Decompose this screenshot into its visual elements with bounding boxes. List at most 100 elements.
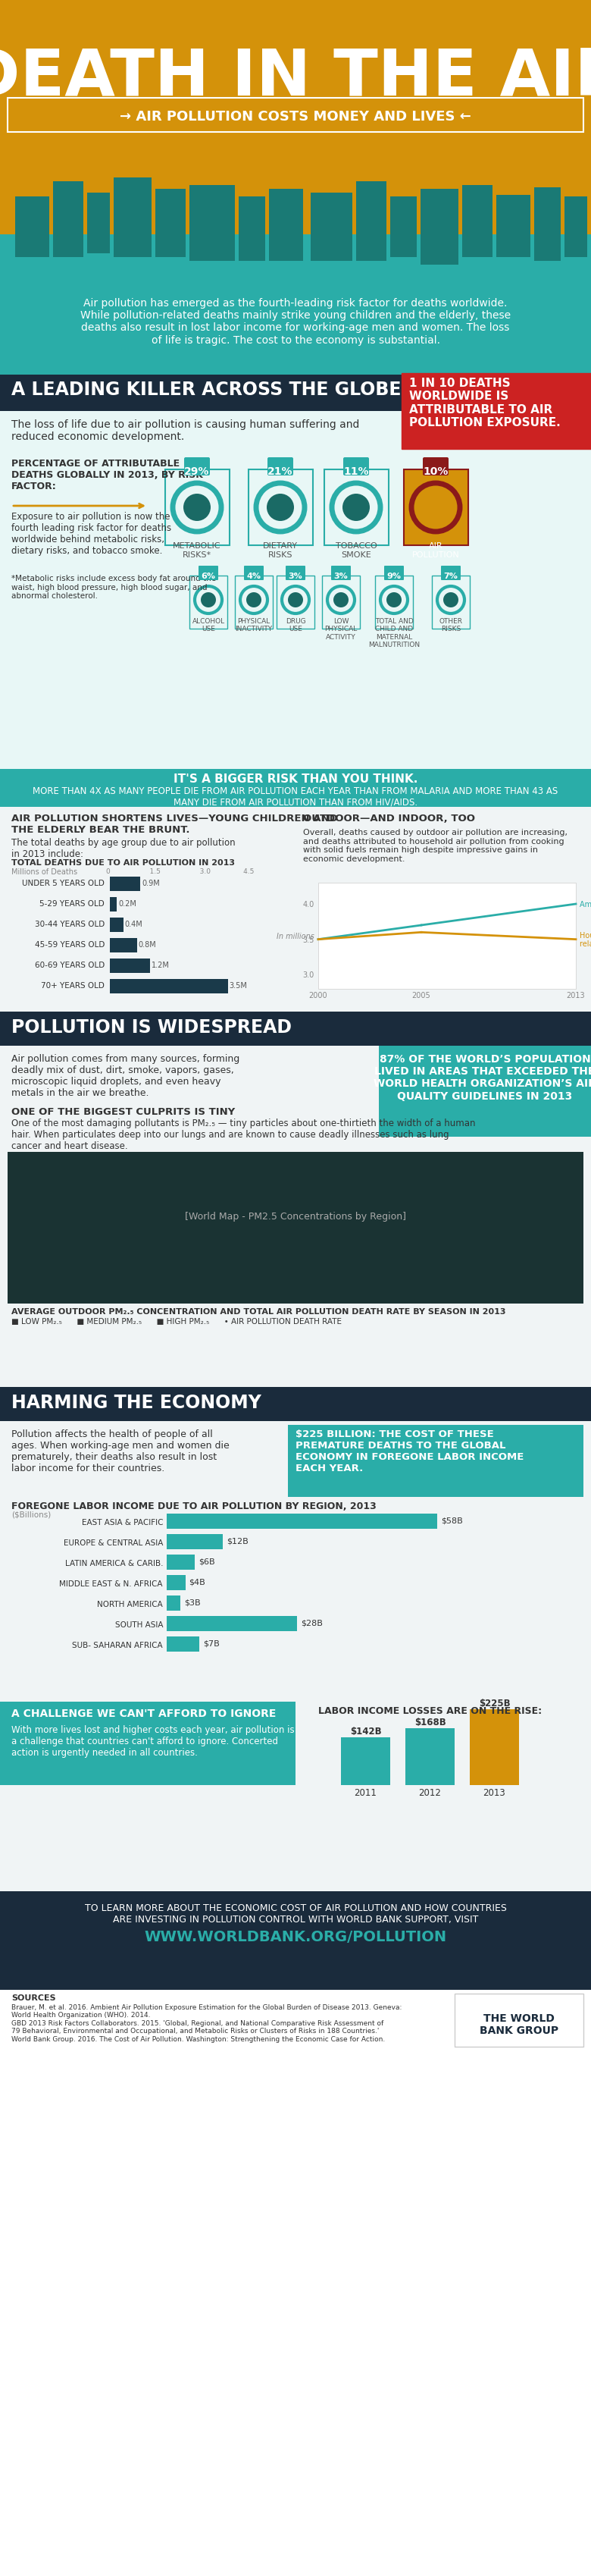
Text: The loss of life due to air pollution is causing human suffering and
reduced eco: The loss of life due to air pollution is… xyxy=(11,420,359,443)
Text: AIR
POLLUTION: AIR POLLUTION xyxy=(412,541,459,559)
Bar xyxy=(8,98,583,134)
Bar xyxy=(454,1994,583,2048)
Text: NORTH AMERICA: NORTH AMERICA xyxy=(97,1600,163,1607)
Text: Exposure to air pollution is now the
fourth leading risk factor for deaths
world: Exposure to air pollution is now the fou… xyxy=(11,513,171,556)
Text: TOBACCO
SMOKE: TOBACCO SMOKE xyxy=(335,541,377,559)
Text: 0.4M: 0.4M xyxy=(125,920,143,927)
FancyBboxPatch shape xyxy=(184,459,210,477)
Text: 2005: 2005 xyxy=(412,992,431,999)
Text: AVERAGE OUTDOOR PM₂.₅ CONCENTRATION AND TOTAL AIR POLLUTION DEATH RATE BY SEASON: AVERAGE OUTDOOR PM₂.₅ CONCENTRATION AND … xyxy=(11,1309,506,1316)
Text: In millions: In millions xyxy=(277,933,314,940)
Text: A CHALLENGE WE CAN'T AFFORD TO IGNORE: A CHALLENGE WE CAN'T AFFORD TO IGNORE xyxy=(11,1708,276,1718)
Text: $168B: $168B xyxy=(414,1718,446,1726)
Text: [World Map - PM2.5 Concentrations by Region]: [World Map - PM2.5 Concentrations by Reg… xyxy=(185,1211,406,1221)
Text: 70+ YEARS OLD: 70+ YEARS OLD xyxy=(41,981,105,989)
Bar xyxy=(0,376,591,770)
Bar xyxy=(110,917,124,933)
FancyBboxPatch shape xyxy=(285,567,306,580)
Bar xyxy=(318,884,576,989)
Bar xyxy=(269,191,303,263)
Text: IT'S A BIGGER RISK THAN YOU THINK.: IT'S A BIGGER RISK THAN YOU THINK. xyxy=(173,773,418,786)
Bar xyxy=(0,1991,591,2066)
Circle shape xyxy=(422,495,449,520)
Text: Overall, deaths caused by outdoor air pollution are increasing,
and deaths attri: Overall, deaths caused by outdoor air po… xyxy=(303,829,567,863)
Bar xyxy=(375,577,413,629)
Text: 3.0: 3.0 xyxy=(303,971,314,979)
Text: 0                  1.5                  3.0               4.5: 0 1.5 3.0 4.5 xyxy=(106,868,254,876)
Text: 3.5M: 3.5M xyxy=(229,981,248,989)
Text: FOREGONE LABOR INCOME DUE TO AIR POLLUTION BY REGION, 2013: FOREGONE LABOR INCOME DUE TO AIR POLLUTI… xyxy=(11,1502,376,1512)
Text: $225 BILLION: THE COST OF THESE
PREMATURE DEATHS TO THE GLOBAL
ECONOMY IN FOREGO: $225 BILLION: THE COST OF THESE PREMATUR… xyxy=(296,1430,524,1473)
Text: SUB- SAHARAN AFRICA: SUB- SAHARAN AFRICA xyxy=(72,1641,163,1649)
Bar xyxy=(249,469,313,546)
Text: ONE OF THE BIGGEST CULPRITS IS TINY: ONE OF THE BIGGEST CULPRITS IS TINY xyxy=(11,1108,235,1115)
Bar xyxy=(87,193,110,255)
Text: 11%: 11% xyxy=(343,466,369,477)
Text: 7%: 7% xyxy=(444,572,458,580)
Bar xyxy=(8,1151,583,1303)
Bar xyxy=(167,1615,297,1631)
Bar xyxy=(0,1891,591,1991)
Bar xyxy=(167,1515,437,1530)
Text: 29%: 29% xyxy=(184,466,210,477)
Text: HARMING THE ECONOMY: HARMING THE ECONOMY xyxy=(11,1394,261,1412)
Bar xyxy=(421,191,459,265)
Text: 0.9M: 0.9M xyxy=(142,878,160,886)
Text: 3.5: 3.5 xyxy=(303,935,314,943)
Circle shape xyxy=(387,592,401,608)
Bar xyxy=(432,577,470,629)
Circle shape xyxy=(443,592,459,608)
Bar xyxy=(324,469,389,546)
Bar xyxy=(167,1556,194,1569)
Text: DEATH IN THE AIR: DEATH IN THE AIR xyxy=(0,46,591,108)
Bar xyxy=(0,291,591,376)
Text: $6B: $6B xyxy=(199,1558,215,1566)
Text: Pollution affects the health of people of all
ages. When working-age men and wom: Pollution affects the health of people o… xyxy=(11,1430,229,1473)
Bar xyxy=(0,1012,591,1046)
Text: LOW
PHYSICAL
ACTIVITY: LOW PHYSICAL ACTIVITY xyxy=(324,618,358,641)
Bar xyxy=(379,1046,591,1136)
FancyBboxPatch shape xyxy=(199,567,218,580)
Text: 10%: 10% xyxy=(423,466,449,477)
Text: EAST ASIA & PACIFIC: EAST ASIA & PACIFIC xyxy=(82,1517,163,1525)
Text: 2012: 2012 xyxy=(418,1788,441,1798)
FancyBboxPatch shape xyxy=(441,567,460,580)
Text: With more lives lost and higher costs each year, air pollution is
a challenge th: With more lives lost and higher costs ea… xyxy=(11,1726,294,1757)
Text: MORE THAN 4X AS MANY PEOPLE DIE FROM AIR POLLUTION EACH YEAR THAN FROM MALARIA A: MORE THAN 4X AS MANY PEOPLE DIE FROM AIR… xyxy=(33,786,558,806)
Text: $12B: $12B xyxy=(226,1538,248,1546)
Text: Millions of Deaths: Millions of Deaths xyxy=(11,868,77,876)
Text: The total deaths by age group due to air pollution
in 2013 include:: The total deaths by age group due to air… xyxy=(11,837,235,858)
Bar xyxy=(110,876,140,891)
Text: ■ LOW PM₂.₅      ■ MEDIUM PM₂.₅      ■ HIGH PM₂.₅      • AIR POLLUTION DEATH RAT: ■ LOW PM₂.₅ ■ MEDIUM PM₂.₅ ■ HIGH PM₂.₅ … xyxy=(11,1316,342,1324)
Text: SOURCES: SOURCES xyxy=(11,1994,56,2002)
Text: 30-44 YEARS OLD: 30-44 YEARS OLD xyxy=(35,920,105,927)
Text: $58B: $58B xyxy=(441,1517,463,1525)
Text: WWW.WORLDBANK.ORG/POLLUTION: WWW.WORLDBANK.ORG/POLLUTION xyxy=(144,1929,447,1945)
FancyBboxPatch shape xyxy=(268,459,293,477)
Text: AIR POLLUTION SHORTENS LIVES—YOUNG CHILDREN AND
THE ELDERLY BEAR THE BRUNT.: AIR POLLUTION SHORTENS LIVES—YOUNG CHILD… xyxy=(11,814,337,835)
FancyBboxPatch shape xyxy=(331,567,351,580)
FancyBboxPatch shape xyxy=(423,459,449,477)
Bar xyxy=(470,1710,519,1785)
Bar xyxy=(0,1388,591,1422)
Text: LATIN AMERICA & CARIB.: LATIN AMERICA & CARIB. xyxy=(65,1558,163,1566)
Bar xyxy=(110,979,228,994)
Circle shape xyxy=(267,495,294,520)
Bar xyxy=(496,196,530,258)
Text: SOUTH ASIA: SOUTH ASIA xyxy=(115,1620,163,1628)
Text: POLLUTION IS WIDESPREAD: POLLUTION IS WIDESPREAD xyxy=(11,1018,292,1036)
Text: 3%: 3% xyxy=(334,572,348,580)
Text: Brauer, M. et al. 2016. Ambient Air Pollution Exposure Estimation for the Global: Brauer, M. et al. 2016. Ambient Air Poll… xyxy=(11,2004,402,2043)
Bar xyxy=(0,1046,591,1388)
Text: $4B: $4B xyxy=(189,1579,206,1587)
Bar xyxy=(311,193,352,263)
Text: Air pollution has emerged as the fourth-leading risk factor for deaths worldwide: Air pollution has emerged as the fourth-… xyxy=(80,299,511,345)
Text: OUTDOOR—AND INDOOR, TOO: OUTDOOR—AND INDOOR, TOO xyxy=(303,814,475,824)
Circle shape xyxy=(288,592,303,608)
Text: DRUG
USE: DRUG USE xyxy=(285,618,306,634)
Text: $3B: $3B xyxy=(184,1600,201,1607)
FancyBboxPatch shape xyxy=(343,459,369,477)
Text: *Metabolic risks include excess body fat around the
waist, high blood pressure, : *Metabolic risks include excess body fat… xyxy=(11,574,216,600)
Bar xyxy=(167,1535,223,1551)
Bar xyxy=(15,198,49,258)
